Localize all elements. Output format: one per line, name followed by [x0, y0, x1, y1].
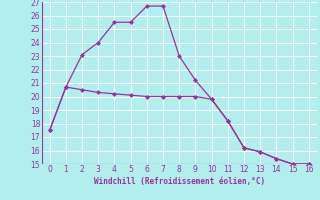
X-axis label: Windchill (Refroidissement éolien,°C): Windchill (Refroidissement éolien,°C) [94, 177, 265, 186]
